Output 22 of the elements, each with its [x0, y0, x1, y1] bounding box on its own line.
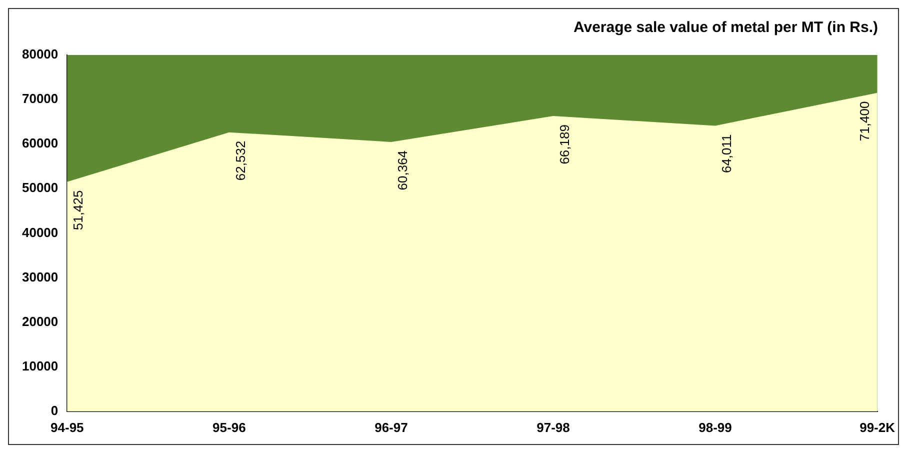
- y-tick-label: 20000: [22, 314, 58, 329]
- x-tick-label: 96-97: [374, 420, 408, 435]
- data-label: 64,011: [718, 134, 734, 174]
- data-label: 71,400: [856, 101, 872, 142]
- x-tick-label: 98-99: [698, 420, 732, 435]
- data-label: 60,364: [394, 150, 410, 190]
- y-tick-label: 50000: [22, 180, 58, 196]
- y-tick-label: 80000: [22, 46, 58, 62]
- y-tick-label: 0: [50, 402, 58, 418]
- y-tick-label: 40000: [22, 224, 58, 240]
- y-tick-label: 10000: [22, 358, 58, 374]
- x-tick-label: 99-2K: [860, 420, 896, 435]
- y-tick-label: 70000: [22, 91, 58, 106]
- chart-title: Average sale value of metal per MT (in Rs.): [573, 19, 878, 36]
- y-tick-label: 60000: [22, 136, 58, 151]
- data-label: 62,532: [232, 140, 248, 181]
- x-tick-label: 94-95: [50, 420, 84, 435]
- x-tick-label: 97-98: [536, 420, 570, 435]
- data-label: 51,425: [70, 190, 86, 230]
- x-tick-label: 95-96: [212, 420, 246, 435]
- data-label: 66,189: [556, 124, 572, 164]
- y-tick-label: 30000: [22, 269, 58, 284]
